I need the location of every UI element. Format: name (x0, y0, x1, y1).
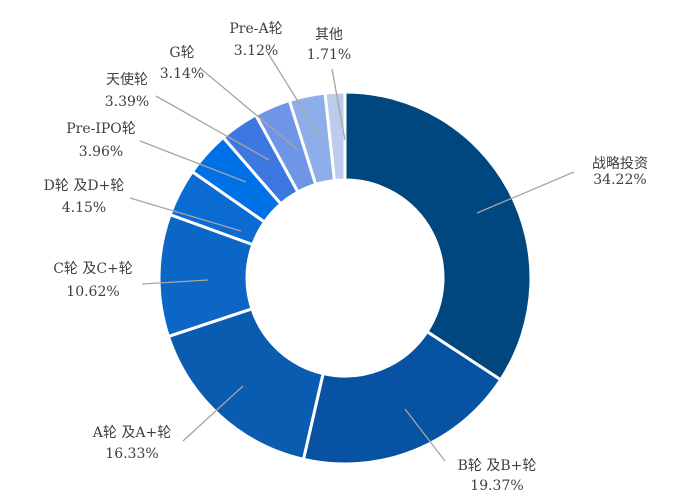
slice-label-value-9: 3.12% (234, 43, 278, 59)
slice-label-value-6: 3.96% (79, 144, 123, 160)
slice-label-value-3: 16.33% (105, 446, 158, 462)
slice-label-name-6: Pre-IPO轮 (66, 121, 136, 137)
slice-2 (301, 329, 503, 466)
slice-label-value-10: 1.71% (307, 47, 351, 63)
slice-label-name-3: A轮 及A+轮 (92, 425, 171, 441)
leader-line-4 (141, 279, 209, 285)
slice-label-value-2: 19.37% (470, 478, 523, 494)
slice-label-name-2: B轮 及B+轮 (458, 458, 537, 474)
leader-line-10 (331, 68, 346, 141)
leader-line-6 (139, 140, 247, 183)
leader-line-2 (404, 408, 446, 462)
leader-line-7 (155, 95, 270, 161)
slice-1 (343, 90, 533, 382)
slice-label-name-4: C轮 及C+轮 (53, 261, 133, 277)
leader-line-9 (265, 49, 323, 141)
slice-label-value-1: 34.22% (593, 172, 646, 188)
slice-3 (166, 306, 325, 462)
slice-label-name-5: D轮 及D+轮 (44, 178, 125, 194)
slice-label-name-8: G轮 (169, 45, 194, 61)
slice-label-value-7: 3.39% (105, 94, 149, 110)
leader-line-1 (476, 171, 575, 214)
leader-line-8 (199, 67, 299, 151)
slice-label-name-9: Pre-A轮 (229, 21, 282, 37)
slice-label-value-8: 3.14% (160, 66, 204, 82)
leader-lines-group (129, 49, 575, 462)
slice-label-name-10: 其他 (315, 27, 343, 43)
slices-group (157, 90, 533, 466)
slice-label-name-1: 战略投资 (592, 156, 648, 172)
leader-line-5 (129, 197, 242, 232)
slice-label-value-5: 4.15% (62, 200, 106, 216)
slice-label-name-7: 天使轮 (106, 71, 148, 88)
slice-label-value-4: 10.62% (66, 284, 119, 300)
leader-line-3 (182, 385, 244, 442)
